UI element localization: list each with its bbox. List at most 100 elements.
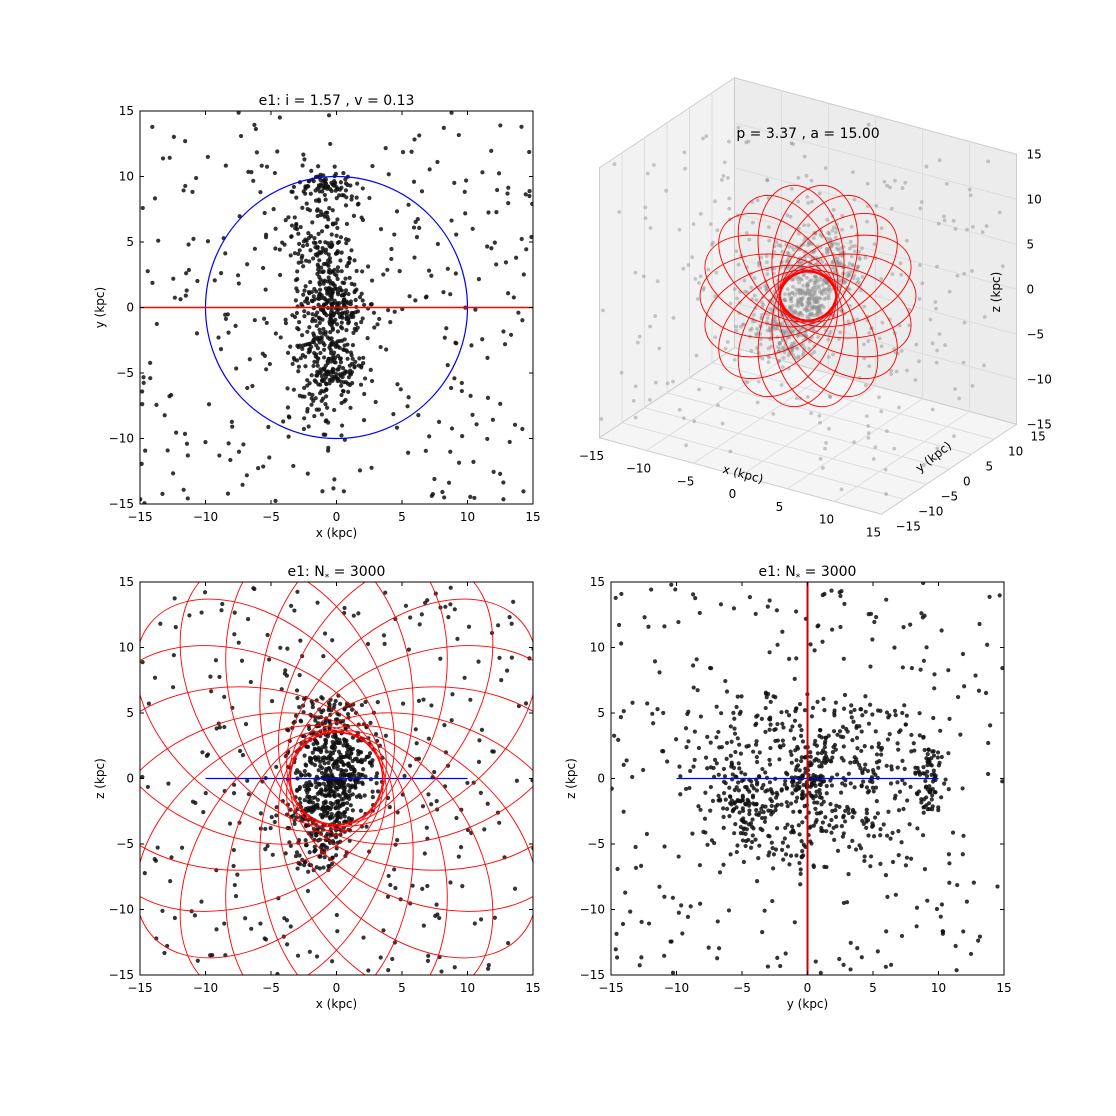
- x-tick-label: 10: [819, 513, 834, 527]
- star-point: [917, 733, 922, 738]
- star-point: [357, 295, 363, 300]
- star-point: [796, 275, 801, 280]
- star-point: [313, 780, 318, 785]
- star-point: [331, 370, 336, 375]
- star-point: [303, 762, 308, 767]
- star-point: [820, 593, 825, 598]
- star-point: [246, 169, 251, 174]
- star-point: [840, 834, 846, 839]
- star-point: [805, 314, 809, 319]
- star-point: [302, 784, 307, 789]
- star-point: [214, 726, 219, 731]
- star-point: [796, 356, 801, 361]
- star-point: [842, 280, 847, 285]
- star-point: [758, 285, 762, 290]
- star-point: [692, 419, 697, 424]
- star-point: [815, 311, 819, 316]
- star-point: [816, 305, 821, 309]
- star-point: [341, 300, 346, 306]
- star-point: [665, 381, 670, 386]
- star-point: [754, 333, 759, 338]
- star-point: [291, 184, 297, 190]
- star-point: [932, 686, 937, 691]
- star-point: [261, 265, 266, 271]
- star-point: [987, 594, 992, 599]
- star-point: [516, 310, 521, 315]
- star-point: [870, 767, 876, 773]
- star-point: [498, 123, 503, 128]
- star-point: [898, 261, 903, 266]
- grid-line: [734, 122, 1017, 200]
- y-tick-label: −5: [941, 489, 959, 503]
- star-point: [866, 122, 871, 127]
- star-point: [708, 222, 713, 227]
- star-point: [308, 191, 313, 196]
- star-point: [323, 197, 328, 202]
- star-point: [911, 741, 916, 746]
- star-point: [315, 359, 320, 365]
- star-point: [936, 808, 941, 813]
- star-point: [485, 801, 490, 806]
- star-point: [268, 826, 273, 831]
- star-point: [951, 218, 956, 223]
- star-point: [529, 234, 533, 240]
- star-point: [831, 259, 836, 264]
- star-point: [142, 871, 147, 876]
- star-point: [818, 232, 823, 237]
- star-point: [841, 815, 846, 820]
- star-point: [459, 807, 464, 812]
- star-point: [935, 750, 941, 755]
- star-point: [849, 254, 854, 259]
- star-point: [811, 292, 816, 297]
- star-point: [326, 286, 331, 291]
- star-point: [413, 219, 418, 225]
- star-point: [302, 753, 307, 758]
- star-point: [400, 701, 406, 706]
- star-point: [759, 815, 765, 821]
- x-tick-label: 0: [333, 510, 341, 524]
- star-point: [611, 786, 614, 791]
- star-point: [230, 424, 235, 429]
- star-point: [901, 806, 906, 812]
- star-point: [341, 389, 346, 394]
- star-point: [826, 296, 831, 301]
- star-point: [356, 611, 361, 616]
- star-point: [340, 365, 346, 371]
- y-tick-label: 10: [1008, 444, 1023, 458]
- star-point: [335, 217, 340, 222]
- star-point: [323, 402, 328, 407]
- star-point: [613, 595, 618, 601]
- star-point: [812, 300, 817, 305]
- star-point: [889, 767, 894, 772]
- star-point: [312, 413, 317, 419]
- orbit-ring: [757, 271, 845, 408]
- star-point: [925, 751, 930, 757]
- star-point: [789, 308, 794, 312]
- star-point: [833, 807, 838, 813]
- y-tick-label: −5: [587, 837, 605, 851]
- star-point: [446, 615, 451, 620]
- star-point: [309, 396, 314, 401]
- star-point: [874, 799, 879, 804]
- star-point: [812, 648, 817, 653]
- star-point: [652, 659, 658, 664]
- star-point: [646, 921, 652, 926]
- star-point: [919, 800, 924, 805]
- star-point: [780, 721, 785, 726]
- star-point: [489, 246, 494, 251]
- star-point: [723, 678, 728, 684]
- y-axis-label: z (kpc): [93, 758, 107, 799]
- star-point: [318, 370, 323, 375]
- star-point: [356, 201, 361, 206]
- star-point: [796, 231, 801, 236]
- star-point: [825, 279, 829, 284]
- star-point: [739, 817, 744, 823]
- star-point: [766, 833, 771, 839]
- star-point: [340, 374, 345, 380]
- star-point: [330, 801, 336, 807]
- star-point: [871, 834, 877, 839]
- star-point: [485, 436, 490, 442]
- star-point: [599, 417, 604, 421]
- star-point: [726, 176, 730, 180]
- star-point: [804, 308, 809, 313]
